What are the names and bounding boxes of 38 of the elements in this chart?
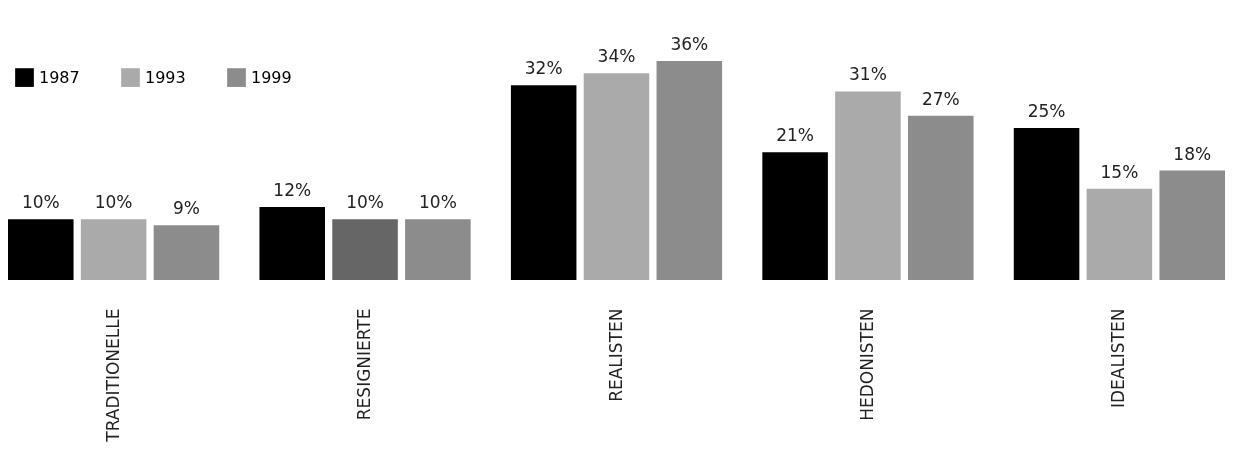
data-label: 9%: [172, 198, 200, 219]
bar: [656, 61, 723, 280]
bar: [153, 225, 220, 280]
data-label: 34%: [597, 46, 636, 67]
bar: [835, 91, 901, 280]
data-label: 27%: [921, 88, 960, 109]
data-label: 21%: [776, 125, 815, 146]
bar: [1086, 188, 1153, 280]
bar: [332, 219, 398, 280]
bar: [8, 219, 74, 280]
data-label: 32%: [524, 58, 563, 79]
bar: [1159, 170, 1225, 280]
data-label: 31%: [849, 64, 887, 85]
bar: [405, 219, 471, 280]
x-tick-label: IDEALISTEN: [1108, 308, 1129, 409]
x-tick-label: HEDONISTEN: [856, 308, 877, 421]
data-label: 15%: [1100, 161, 1139, 182]
x-tick-label: RESIGNIERTE: [354, 308, 375, 421]
data-label: 18%: [1173, 143, 1212, 164]
legend-label: 1993: [145, 67, 186, 87]
bar: [583, 73, 650, 280]
data-label: 12%: [273, 180, 312, 200]
bar: [259, 207, 325, 280]
bar: [510, 85, 577, 280]
bar: [908, 115, 974, 280]
x-tick-label: REALISTEN: [605, 308, 626, 402]
legend-label: 1987: [39, 67, 80, 87]
bar: [80, 219, 147, 280]
x-tick-label: TRADITIONELLE: [102, 308, 123, 443]
data-label: 10%: [418, 192, 457, 213]
bar: [1013, 127, 1080, 280]
data-label: 10%: [346, 192, 384, 213]
data-label: 25%: [1027, 100, 1066, 121]
data-label: 10%: [21, 192, 60, 213]
data-label: 36%: [670, 34, 709, 54]
legend-label: 1999: [251, 67, 292, 87]
data-label: 10%: [94, 192, 133, 213]
bar: [762, 152, 828, 280]
